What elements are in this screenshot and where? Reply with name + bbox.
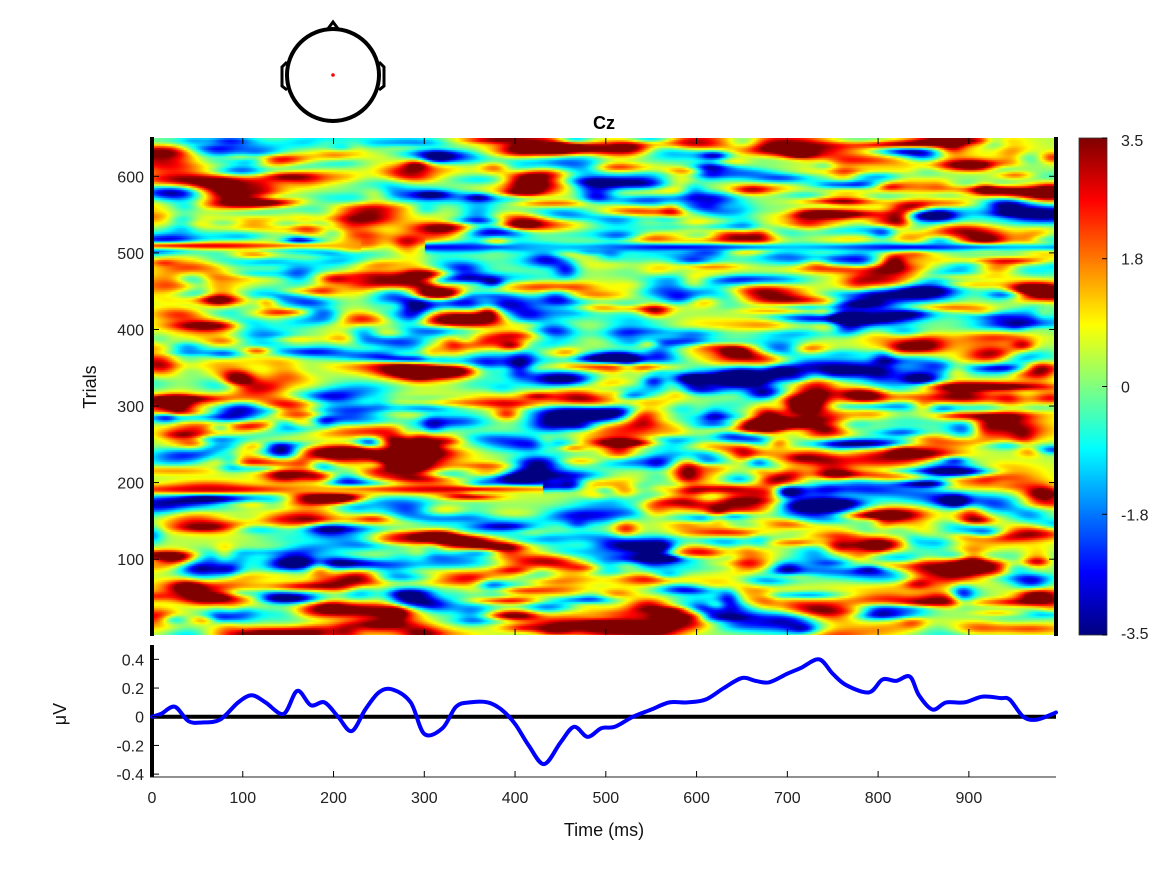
line-y-tick-label-0: -0.4: [116, 767, 144, 784]
heatmap-canvas: [152, 138, 1056, 635]
heatmap-y-ticks: 100 200 300 400 500 600: [117, 169, 1056, 569]
line-x-tick-label-5: 500: [592, 790, 619, 807]
line-plot-axes: [150, 645, 1056, 778]
line-y-tick-label-2: 0: [135, 710, 144, 727]
nose-mark: [325, 19, 341, 31]
heatmap-title: Cz: [593, 113, 615, 133]
line-x-tick-label-2: 200: [320, 790, 347, 807]
electrode-marker: [331, 73, 335, 77]
line-x-tick-label-9: 900: [956, 790, 983, 807]
heatmap-y-tick-label-0: 100: [117, 552, 144, 569]
colorbar-tick-label-1: 1.8: [1121, 252, 1143, 269]
line-y-tick-label-4: 0.4: [122, 652, 144, 669]
heatmap-y-tick-label-1: 200: [117, 476, 144, 493]
heatmap-y-tick-label-5: 600: [117, 169, 144, 186]
colorbar: 3.5 1.8 0 -1.8 -3.5: [1078, 133, 1149, 643]
line-x-tick-label-6: 600: [683, 790, 710, 807]
line-x-tick-label-4: 400: [502, 790, 529, 807]
line-x-tick-label-8: 800: [865, 790, 892, 807]
heatmap-y-tick-label-4: 500: [117, 246, 144, 263]
line-x-tick-label-7: 700: [774, 790, 801, 807]
colorbar-ticks: 3.5 1.8 0 -1.8 -3.5: [1102, 133, 1149, 643]
line-x-tick-label-0: 0: [148, 790, 157, 807]
erp-image-heatmap: 100 200 300 400 500 600: [117, 137, 1058, 636]
colorbar-tick-label-0: 3.5: [1121, 133, 1143, 150]
colorbar-tick-label-3: -1.8: [1121, 507, 1149, 524]
line-y-tick-label-1: -0.2: [116, 738, 144, 755]
right-ear-mark: [377, 60, 386, 92]
colorbar-tick-label-2: 0: [1121, 380, 1130, 397]
line-x-label: Time (ms): [564, 820, 644, 840]
line-y-ticks: -0.4 -0.2 0 0.2 0.4: [116, 652, 159, 784]
line-y-label: μV: [50, 703, 70, 725]
heatmap-y-tick-label-3: 400: [117, 322, 144, 339]
heatmap-y-tick-label-2: 300: [117, 399, 144, 416]
line-x-tick-label-1: 100: [229, 790, 256, 807]
colorbar-tick-label-4: -3.5: [1121, 626, 1149, 643]
line-y-tick-label-3: 0.2: [122, 681, 144, 698]
heatmap-y-label: Trials: [80, 365, 100, 408]
left-ear-mark: [280, 60, 289, 92]
head-map: [280, 19, 386, 123]
erp-series-line: [150, 657, 1058, 767]
line-x-ticks: 0 100 200 300 400 500 600 700 800 900: [148, 771, 983, 807]
heatmap-x-ticks: [151, 138, 970, 635]
line-x-tick-label-3: 300: [411, 790, 438, 807]
erp-line-plot: -0.4 -0.2 0 0.2 0.4 0 100 200 300 400 500 600 700 80…: [116, 645, 1058, 807]
